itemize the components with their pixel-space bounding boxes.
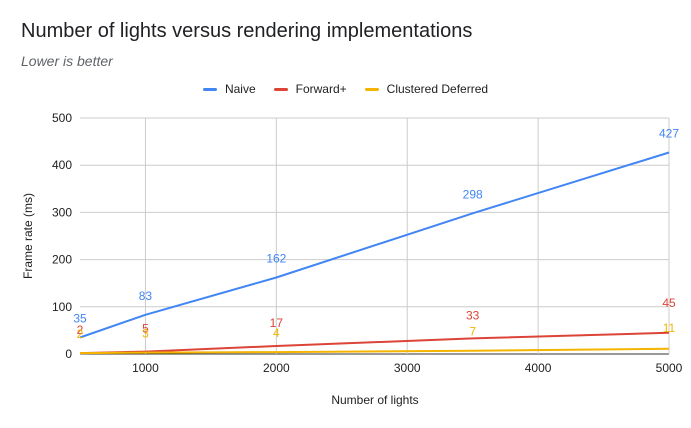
series-line-naive [79, 151, 670, 339]
legend-swatch-forward-plus [273, 87, 288, 91]
data-label: 17 [270, 316, 284, 330]
series-line-clustered-deferred [79, 347, 670, 355]
data-label: 35 [73, 311, 87, 325]
y-tick-label: 100 [52, 300, 72, 314]
y-tick-label: 300 [52, 205, 72, 219]
x-tick-label: 4000 [525, 361, 552, 375]
gridlines [80, 117, 670, 355]
axis-ticks: 0 100 200 300 400 500 1000 2000 3000 4000 5000 [52, 111, 683, 375]
legend-label-forward-plus: Forward+ [295, 82, 347, 96]
legend-label-naive: Naive [224, 82, 256, 96]
legend-swatch-naive [202, 87, 217, 91]
data-label: 5 [142, 322, 149, 336]
legend-swatch-clustered-deferred [364, 87, 379, 91]
data-label: 3 [142, 327, 149, 341]
x-tick-label: 5000 [656, 361, 683, 375]
data-label: 7 [469, 325, 476, 339]
x-axis-label: Number of lights [331, 393, 418, 407]
data-label: 45 [662, 296, 676, 310]
data-label: 2 [77, 323, 84, 337]
legend-item-clustered-deferred: Clustered Deferred [364, 82, 489, 96]
y-tick-label: 0 [65, 347, 72, 361]
y-tick-label: 400 [52, 158, 72, 172]
data-label: 162 [266, 252, 286, 266]
data-label: 298 [463, 187, 483, 201]
data-label: 33 [466, 308, 480, 322]
y-axis-label: Frame rate (ms) [21, 193, 35, 279]
chart-title: Number of lights versus rendering implem… [21, 20, 473, 42]
legend-item-forward-plus: Forward+ [273, 82, 347, 96]
data-label: 83 [139, 289, 153, 303]
data-labels: 35 83 162 298 427 2 5 17 33 45 2 3 4 7 11 [73, 126, 679, 341]
x-tick-label: 3000 [394, 361, 421, 375]
legend: Naive Forward+ Clustered Deferred [0, 82, 691, 96]
x-tick-label: 1000 [132, 361, 159, 375]
legend-label-clustered-deferred: Clustered Deferred [386, 82, 489, 96]
y-tick-label: 200 [52, 253, 72, 267]
data-label: 427 [659, 126, 679, 140]
data-label: 11 [663, 321, 676, 335]
series-lines [79, 151, 670, 355]
x-tick-label: 2000 [263, 361, 290, 375]
y-tick-label: 500 [52, 111, 72, 125]
data-label: 4 [273, 326, 280, 340]
chart-subtitle: Lower is better [21, 53, 113, 69]
data-label: 2 [77, 327, 84, 341]
legend-item-naive: Naive [202, 82, 256, 96]
